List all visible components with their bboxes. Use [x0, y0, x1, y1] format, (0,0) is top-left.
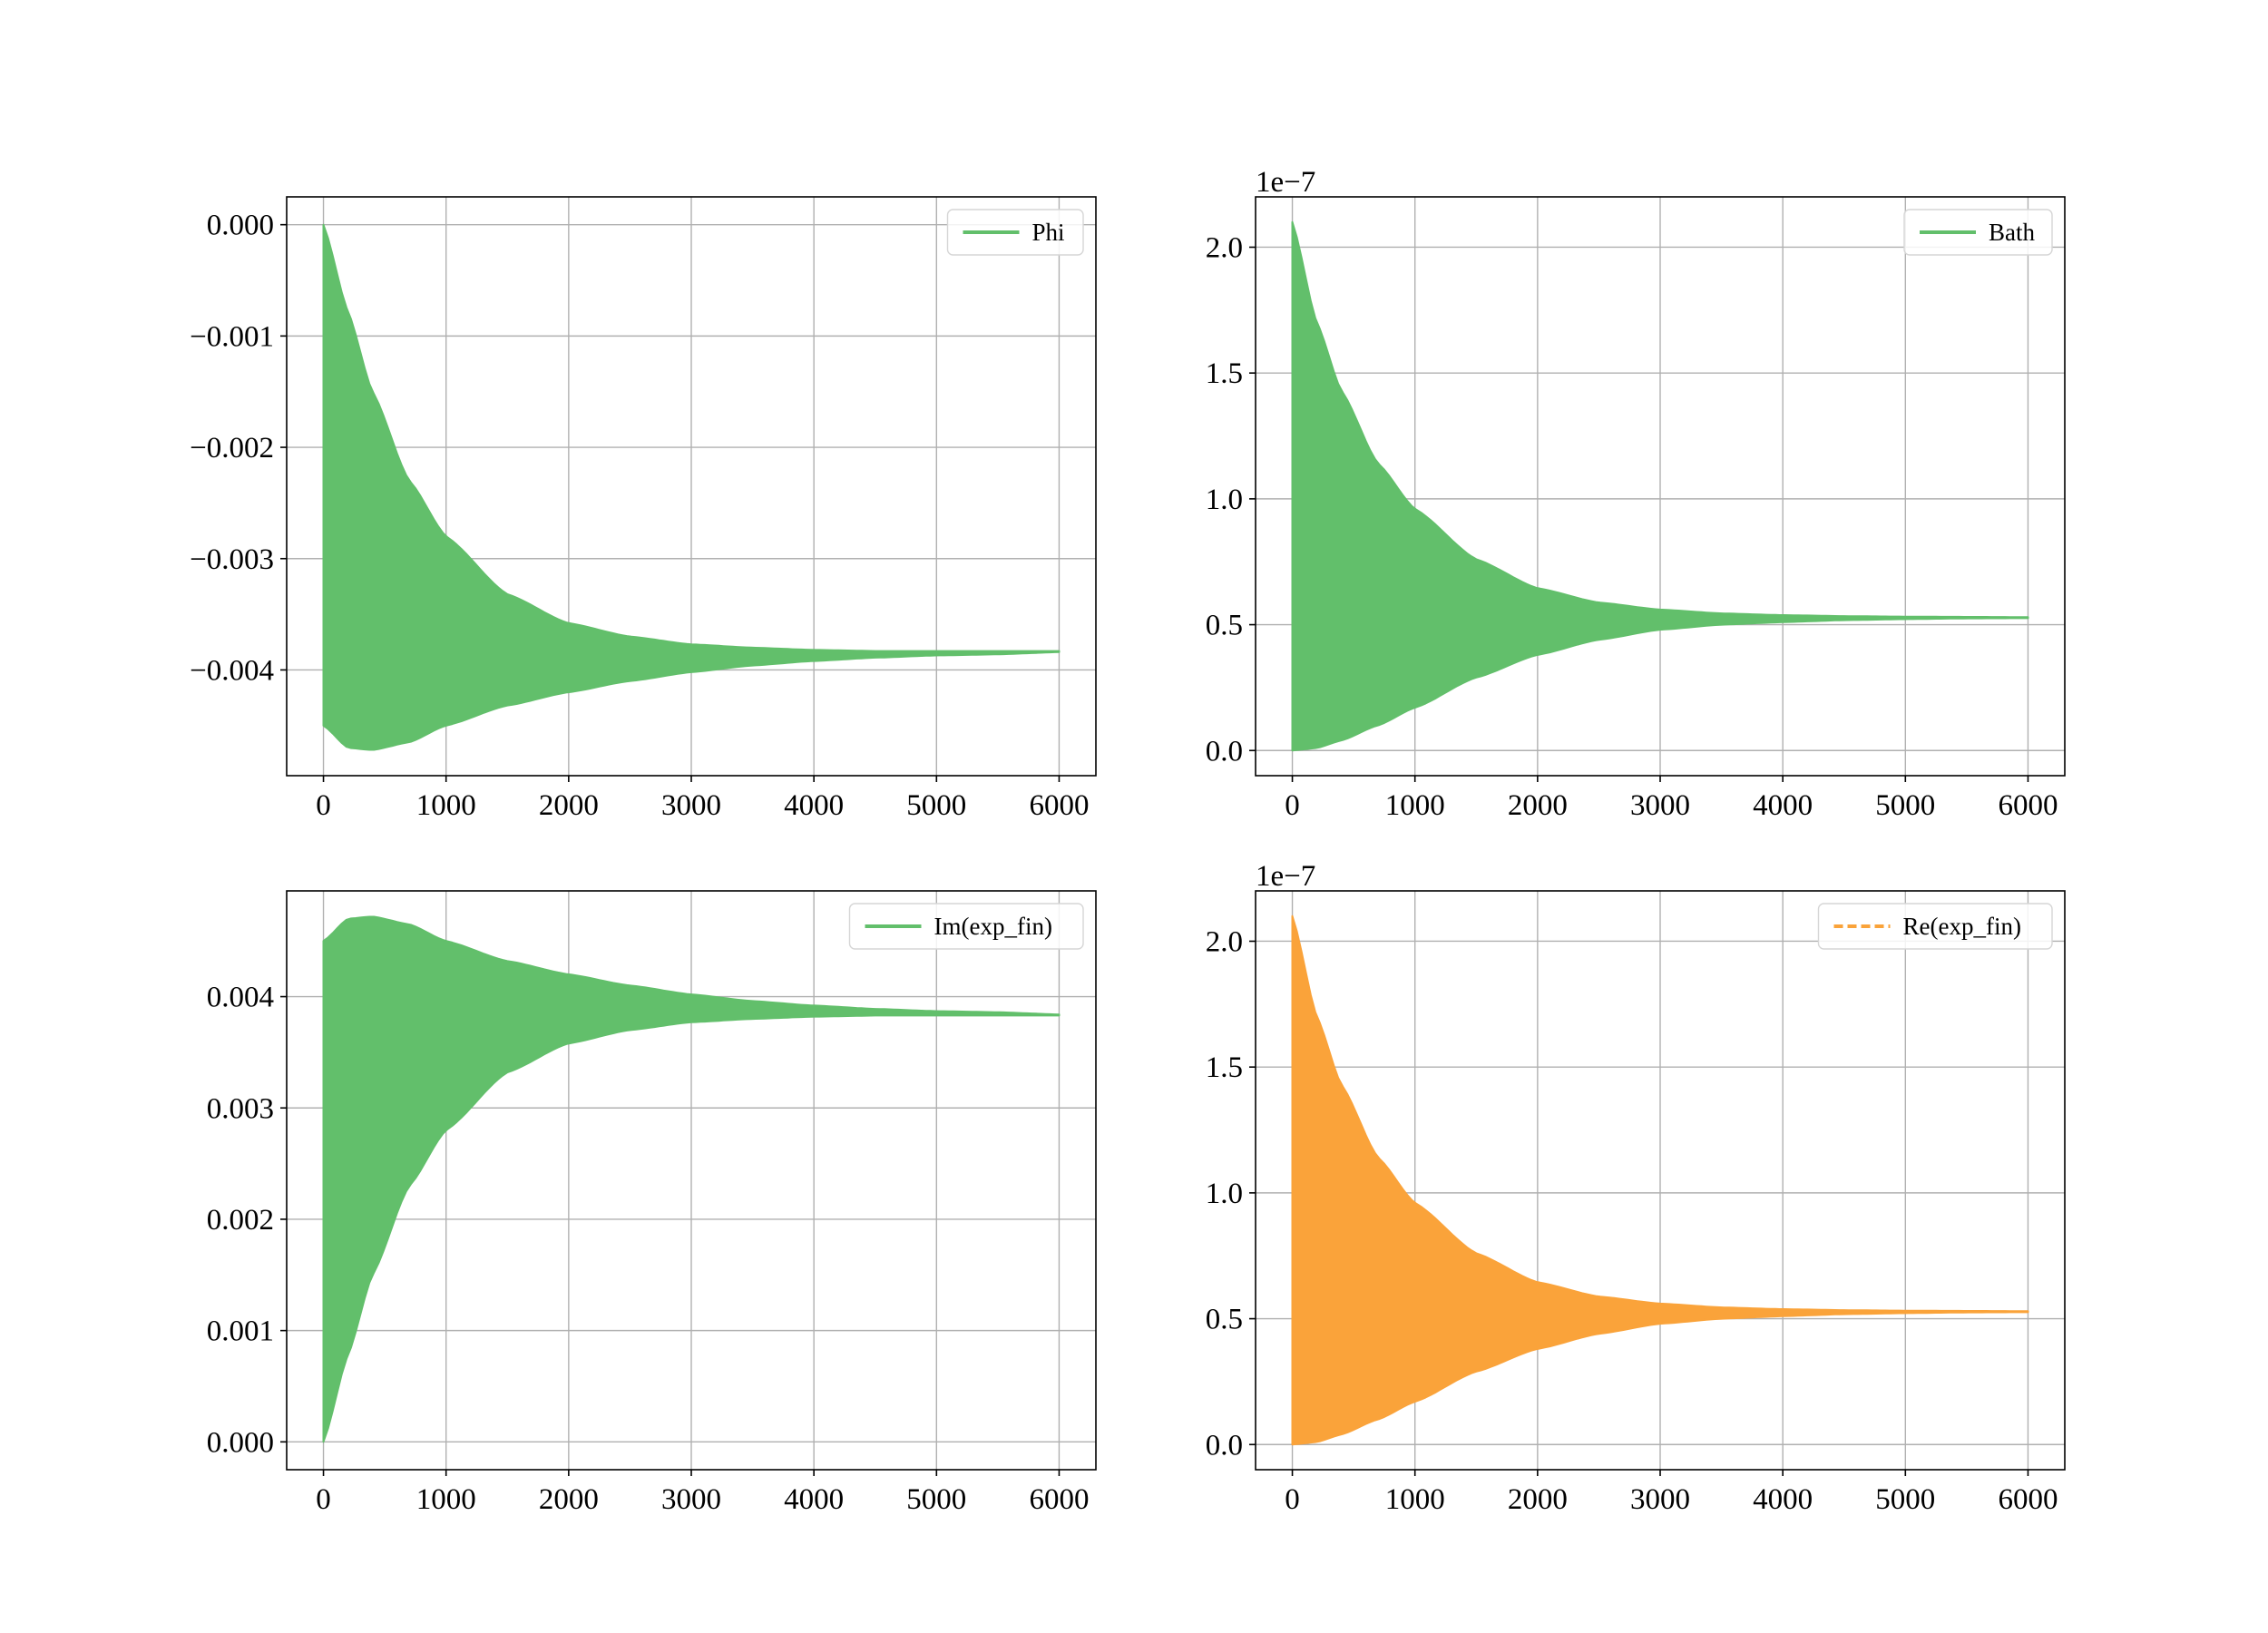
y-tick-label: 0.5 [1206, 610, 1243, 642]
legend-box [1817, 903, 2053, 950]
x-tick-label: 3000 [661, 1483, 721, 1516]
y-tick-label: 0.003 [207, 1092, 274, 1125]
x-tick-label: 1000 [416, 789, 476, 822]
x-tick-label: 3000 [661, 789, 721, 822]
x-tick-label: 1000 [416, 1483, 476, 1516]
legend-box [848, 903, 1084, 950]
x-tick-label: 5000 [906, 789, 966, 822]
y-tick-label: 1.0 [1206, 484, 1243, 516]
x-tick-label: 2000 [539, 1483, 599, 1516]
y-tick-label: 2.0 [1206, 925, 1243, 958]
x-tick-label: 1000 [1385, 789, 1445, 822]
x-tick-label: 3000 [1630, 789, 1690, 822]
series-envelope [1291, 914, 2029, 1446]
y-tick-label: 1.5 [1206, 357, 1243, 390]
x-tick-label: 6000 [1029, 789, 1089, 822]
x-tick-label: 0 [316, 789, 331, 822]
panel-3: 0 1000 2000 3000 4000 5000 6000 0.000 0.001 0.002… [207, 890, 1097, 1516]
x-tick-label: 2000 [539, 789, 599, 822]
y-tick-label: −0.004 [190, 654, 274, 687]
x-tick-label: 0 [1285, 1483, 1300, 1516]
series-envelope [322, 223, 1061, 751]
series-envelope [322, 915, 1061, 1443]
y-tick-label: −0.003 [190, 543, 274, 576]
x-tick-label: 5000 [1875, 789, 1935, 822]
x-tick-label: 4000 [1753, 789, 1813, 822]
x-tick-label: 4000 [784, 1483, 844, 1516]
legend: Re(exp_fin) [1817, 903, 2053, 950]
x-tick-label: 6000 [1029, 1483, 1089, 1516]
x-tick-label: 6000 [1998, 1483, 2058, 1516]
legend: Phi [946, 209, 1084, 256]
panel-1: 0 1000 2000 3000 4000 5000 6000 −0.004 −0.003 −0.… [190, 196, 1097, 822]
x-tick-label: 1000 [1385, 1483, 1445, 1516]
x-tick-label: 2000 [1508, 1483, 1568, 1516]
legend: Bath [1903, 209, 2053, 256]
x-tick-label: 0 [316, 1483, 331, 1516]
legend-label: Bath [1989, 219, 2035, 246]
y-tick-label: 0.001 [207, 1315, 274, 1348]
x-tick-label: 6000 [1998, 789, 2058, 822]
legend-box [1903, 209, 2053, 256]
series-envelope [1291, 220, 2029, 752]
legend-label: Phi [1032, 219, 1065, 246]
y-tick-label: 0.002 [207, 1204, 274, 1237]
y-offset-label: 1e−7 [1256, 860, 1315, 893]
legend-label: Re(exp_fin) [1903, 913, 2021, 940]
y-tick-label: 0.000 [207, 1426, 274, 1459]
y-tick-label: −0.002 [190, 432, 274, 464]
x-tick-label: 5000 [1875, 1483, 1935, 1516]
y-tick-label: 0.004 [207, 982, 274, 1014]
x-tick-label: 4000 [1753, 1483, 1813, 1516]
panel-2: 0 1000 2000 3000 4000 5000 6000 0.0 0.5 1.0 1.5 2.0… [1206, 166, 2066, 822]
x-tick-label: 0 [1285, 789, 1300, 822]
y-tick-label: 0.0 [1206, 1429, 1243, 1462]
y-tick-label: 0.0 [1206, 735, 1243, 768]
grid [287, 197, 1096, 776]
x-tick-label: 5000 [906, 1483, 966, 1516]
y-tick-label: 1.5 [1206, 1051, 1243, 1084]
y-tick-label: 2.0 [1206, 231, 1243, 264]
legend: Im(exp_fin) [848, 903, 1084, 950]
y-offset-label: 1e−7 [1256, 166, 1315, 199]
x-tick-label: 4000 [784, 789, 844, 822]
legend-label: Im(exp_fin) [934, 913, 1052, 940]
y-tick-label: 1.0 [1206, 1178, 1243, 1210]
y-tick-label: 0.5 [1206, 1304, 1243, 1336]
panel-4: 0 1000 2000 3000 4000 5000 6000 0.0 0.5 1.0 1.5 2.0… [1206, 860, 2066, 1516]
x-tick-label: 3000 [1630, 1483, 1690, 1516]
y-tick-label: −0.001 [190, 320, 274, 353]
x-tick-label: 2000 [1508, 789, 1568, 822]
y-tick-label: 0.000 [207, 210, 274, 242]
